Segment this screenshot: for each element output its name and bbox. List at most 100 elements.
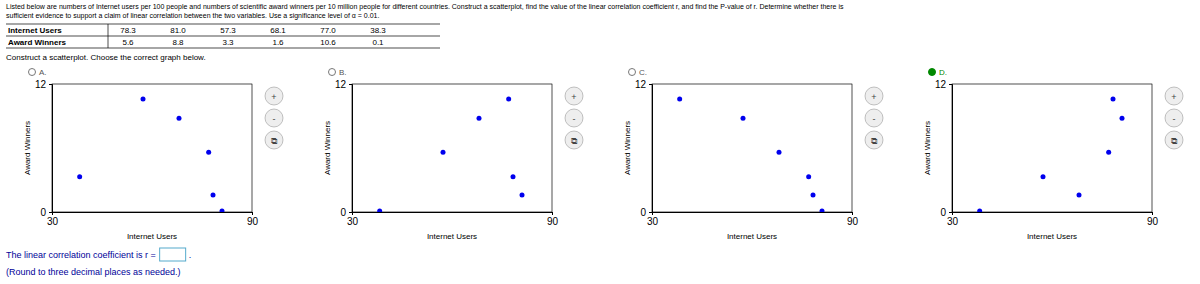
radio-button[interactable] xyxy=(329,69,336,76)
zoom-symbol: + xyxy=(871,92,876,102)
zoom-button[interactable] xyxy=(1165,109,1183,127)
scatter-panel: 3090012Internet UsersAward Winners+-⧉ xyxy=(623,79,883,241)
table-rule xyxy=(108,24,109,48)
grid xyxy=(952,84,1152,212)
scatter-panel: 3090012Internet UsersAward Winners+-⧉ xyxy=(323,79,583,241)
point xyxy=(777,150,782,155)
tick-label: 12 xyxy=(935,79,947,90)
points xyxy=(977,96,1124,212)
axis-line xyxy=(349,85,353,213)
tick-mark xyxy=(852,212,853,215)
heading-line: Listed below are numbers of Internet use… xyxy=(6,3,844,11)
tick: 0 xyxy=(40,207,52,218)
zoom-button[interactable] xyxy=(265,131,283,149)
zoom-button[interactable] xyxy=(565,87,583,105)
plot-frame xyxy=(952,84,1152,212)
zoom-symbol: ⧉ xyxy=(571,136,578,146)
x-axis: 3090 xyxy=(347,212,559,227)
point xyxy=(220,208,225,212)
zoom-button[interactable] xyxy=(1165,131,1183,149)
tick: 30 xyxy=(647,212,659,227)
radio-button[interactable] xyxy=(929,69,936,76)
tick: 0 xyxy=(940,207,952,218)
axis-line xyxy=(353,213,553,216)
point xyxy=(820,208,825,212)
tick-label: 0 xyxy=(340,207,346,218)
axis-line xyxy=(49,85,53,213)
tick-label: 12 xyxy=(335,79,347,90)
zoom-symbol: - xyxy=(573,114,576,124)
tick-label: 90 xyxy=(547,216,559,227)
footer-note: (Round to three decimal places as needed… xyxy=(6,267,181,277)
point xyxy=(1077,192,1082,197)
table-value: 57.3 xyxy=(220,26,236,35)
table-value: 81.0 xyxy=(170,26,186,35)
radio-button[interactable] xyxy=(29,69,36,76)
tick-mark xyxy=(649,84,652,85)
point xyxy=(977,208,982,212)
y-axis-title: Award Winners xyxy=(23,121,32,175)
zoom-button[interactable] xyxy=(865,87,883,105)
tick-label: 30 xyxy=(47,216,59,227)
scatter-panel: 3090012Internet UsersAward Winners+-⧉ xyxy=(923,79,1183,241)
zoom-symbol: - xyxy=(1173,114,1176,124)
point xyxy=(441,150,446,155)
panel-title: C. xyxy=(639,68,647,77)
point xyxy=(506,96,511,101)
zoom-symbol: ⧉ xyxy=(1171,136,1178,146)
point xyxy=(1120,116,1125,121)
zoom-button[interactable] xyxy=(865,109,883,127)
points xyxy=(377,96,524,212)
plot-frame xyxy=(352,84,552,212)
tick-mark xyxy=(1152,212,1153,215)
tick-mark xyxy=(949,84,952,85)
answer-input[interactable] xyxy=(160,248,186,261)
grid xyxy=(52,84,252,212)
page: Listed below are numbers of Internet use… xyxy=(0,0,1200,284)
zoom-symbol: + xyxy=(1171,92,1176,102)
tick-mark xyxy=(49,212,52,213)
axis-line xyxy=(953,213,1153,216)
tick-mark xyxy=(349,84,352,85)
axis-line xyxy=(949,85,953,213)
zoom-symbol: - xyxy=(873,114,876,124)
panel-title: D. xyxy=(939,68,947,77)
zoom-button[interactable] xyxy=(265,87,283,105)
point xyxy=(141,96,146,101)
tick-label: 30 xyxy=(647,216,659,227)
zoom-button[interactable] xyxy=(565,131,583,149)
point xyxy=(1041,174,1046,179)
x-axis: 30 90 xyxy=(47,212,259,227)
point xyxy=(741,116,746,121)
zoom-symbol: ⧉ xyxy=(271,136,278,146)
zoom-button[interactable] xyxy=(1165,87,1183,105)
x-axis: 3090 xyxy=(947,212,1159,227)
heading-line: sufficient evidence to support a claim o… xyxy=(6,12,379,20)
y-axis-title: Award Winners xyxy=(623,121,632,175)
tick-mark xyxy=(49,84,52,85)
radio-button[interactable] xyxy=(629,69,636,76)
zoom-button[interactable] xyxy=(265,109,283,127)
grid xyxy=(652,84,852,212)
point xyxy=(211,192,216,197)
tick-label: 90 xyxy=(247,216,259,227)
x-axis-title: Internet Users xyxy=(127,232,177,241)
tick-label: 0 xyxy=(640,207,646,218)
y-axis: 0 12 xyxy=(935,79,953,218)
point xyxy=(1106,150,1111,155)
x-axis-title: Internet Users xyxy=(1027,232,1077,241)
tick: 12 xyxy=(35,79,52,90)
tick-label: 90 xyxy=(847,216,859,227)
tick-label: 0 xyxy=(40,207,46,218)
x-axis-title: Internet Users xyxy=(727,232,777,241)
zoom-button[interactable] xyxy=(865,131,883,149)
zoom-symbol: + xyxy=(271,92,276,102)
zoom-button[interactable] xyxy=(565,109,583,127)
footer-text: The linear correlation coefficient is r … xyxy=(6,250,156,260)
axis-line xyxy=(53,213,253,216)
tick: 12 xyxy=(635,79,652,90)
tick: 0 xyxy=(340,207,352,218)
plot-frame xyxy=(652,84,852,212)
tick: 30 xyxy=(47,212,59,227)
tick: 12 xyxy=(935,79,952,90)
